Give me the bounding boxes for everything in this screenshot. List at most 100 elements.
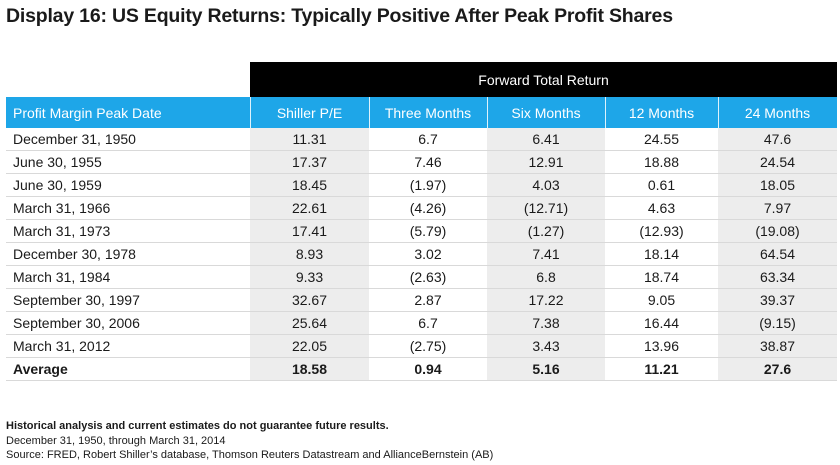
cell-12-months: 24.55 [643, 131, 680, 147]
cell-24-months: 39.37 [759, 292, 796, 308]
table-row: March 31, 1984 9.33 (2.63) 6.8 18.74 63.34 [6, 266, 837, 289]
header-divider [487, 97, 488, 128]
cell-12-months: 0.61 [647, 177, 676, 193]
cell-three-months: 7.46 [414, 154, 442, 170]
cell-three-months: (1.97) [409, 177, 447, 193]
cell-12-months: 11.21 [644, 361, 679, 377]
cell-shiller-pe: 22.61 [291, 200, 328, 216]
cell-profit-margin-peak-date: June 30, 1955 [13, 154, 102, 170]
header-divider [605, 97, 606, 128]
cell-profit-margin-peak-date: Average [13, 361, 68, 377]
cell-shiller-pe: 18.45 [291, 177, 328, 193]
cell-profit-margin-peak-date: March 31, 1966 [13, 200, 111, 216]
cell-six-months: 4.03 [532, 177, 560, 193]
cell-profit-margin-peak-date: December 31, 1950 [13, 131, 136, 147]
cell-12-months: (12.93) [639, 223, 684, 239]
cell-three-months: (2.75) [409, 338, 447, 354]
cell-profit-margin-peak-date: December 30, 1978 [13, 246, 136, 262]
cell-six-months: 12.91 [528, 154, 564, 170]
cell-three-months: (4.26) [409, 200, 447, 216]
table-row: June 30, 1955 17.37 7.46 12.91 18.88 24.54 [6, 151, 837, 174]
column-header-shiller-pe: Shiller P/E [276, 104, 343, 121]
header-divider [250, 97, 251, 128]
cell-profit-margin-peak-date: March 31, 2012 [13, 338, 111, 354]
source-note: Source: FRED, Robert Shiller’s database,… [6, 449, 494, 461]
cell-three-months: (2.63) [409, 269, 447, 285]
footer-notes: Historical analysis and current estimate… [6, 419, 493, 463]
cell-12-months: 16.44 [643, 315, 680, 331]
column-shade [718, 128, 837, 381]
table-row: December 30, 1978 8.93 3.02 7.41 18.14 64.54 [6, 243, 837, 266]
cell-shiller-pe: 17.37 [291, 154, 328, 170]
cell-six-months: (1.27) [527, 223, 565, 239]
table-row: December 31, 1950 11.31 6.7 6.41 24.55 47.6 [6, 128, 837, 151]
column-header-three-months: Three Months [384, 104, 472, 121]
column-header-24-months: 24 Months [744, 104, 811, 121]
cell-three-months: 3.02 [414, 246, 442, 262]
cell-six-months: 6.8 [536, 269, 556, 285]
returns-table: Forward Total Return Profit Margin Peak … [6, 62, 837, 381]
table-row: June 30, 1959 18.45 (1.97) 4.03 0.61 18.05 [6, 174, 837, 197]
cell-shiller-pe: 32.67 [291, 292, 328, 308]
cell-profit-margin-peak-date: March 31, 1984 [13, 269, 111, 285]
column-header-profit-margin-peak-date: Profit Margin Peak Date [13, 104, 162, 121]
table-row: September 30, 1997 32.67 2.87 17.22 9.05 39.3… [6, 289, 837, 312]
cell-12-months: 18.74 [643, 269, 680, 285]
cell-three-months: 6.7 [418, 315, 438, 331]
cell-profit-margin-peak-date: September 30, 2006 [13, 315, 140, 331]
cell-12-months: 13.96 [643, 338, 680, 354]
cell-24-months: 7.97 [763, 200, 792, 216]
table-row: September 30, 2006 25.64 6.7 7.38 16.44 (9.15… [6, 312, 837, 335]
cell-six-months: 3.43 [532, 338, 560, 354]
cell-profit-margin-peak-date: March 31, 1973 [13, 223, 111, 239]
cell-24-months: 64.54 [759, 246, 796, 262]
table-row: March 31, 2012 22.05 (2.75) 3.43 13.96 38.87 [6, 335, 837, 358]
group-header-row: Forward Total Return [6, 62, 837, 97]
cell-three-months: 2.87 [414, 292, 442, 308]
table-row: March 31, 1966 22.61 (4.26) (12.71) 4.63 7.97 [6, 197, 837, 220]
cell-24-months: 18.05 [759, 177, 796, 193]
cell-24-months: 24.54 [759, 154, 796, 170]
display-title: Display 16: US Equity Returns: Typically… [6, 5, 673, 27]
cell-six-months: 6.41 [532, 131, 560, 147]
header-divider [718, 97, 719, 128]
cell-shiller-pe: 22.05 [291, 338, 328, 354]
cell-profit-margin-peak-date: September 30, 1997 [13, 292, 140, 308]
table-body: December 31, 1950 11.31 6.7 6.41 24.55 47.6 Ju… [6, 128, 837, 381]
cell-24-months: 38.87 [759, 338, 796, 354]
cell-shiller-pe: 11.31 [292, 131, 327, 147]
cell-12-months: 18.88 [643, 154, 680, 170]
cell-shiller-pe: 9.33 [295, 269, 324, 285]
cell-24-months: 63.34 [759, 269, 796, 285]
column-shade [250, 128, 369, 381]
cell-three-months: 0.94 [414, 361, 442, 377]
forward-total-return-header: Forward Total Return [250, 62, 837, 97]
disclaimer-note: Historical analysis and current estimate… [6, 420, 389, 432]
period-note: December 31, 1950, through March 31, 201… [6, 434, 226, 447]
cell-24-months: 47.6 [763, 131, 792, 147]
column-header-six-months: Six Months [511, 104, 581, 121]
cell-three-months: 6.7 [418, 131, 438, 147]
cell-12-months: 18.14 [643, 246, 680, 262]
header-divider [369, 97, 370, 128]
cell-six-months: 17.22 [528, 292, 564, 308]
cell-shiller-pe: 17.41 [291, 223, 328, 239]
cell-shiller-pe: 8.93 [295, 246, 324, 262]
cell-24-months: 27.6 [763, 361, 792, 377]
cell-shiller-pe: 25.64 [291, 315, 328, 331]
table-row: March 31, 1973 17.41 (5.79) (1.27) (12.93) (1… [6, 220, 837, 243]
cell-six-months: 7.41 [532, 246, 560, 262]
cell-24-months: (19.08) [755, 223, 800, 239]
cell-12-months: 4.63 [647, 200, 676, 216]
cell-six-months: 7.38 [532, 315, 560, 331]
average-row: Average 18.58 0.94 5.16 11.21 27.6 [6, 358, 837, 381]
column-header-row: Profit Margin Peak Date Shiller P/E Three … [6, 97, 837, 128]
cell-12-months: 9.05 [647, 292, 676, 308]
cell-24-months: (9.15) [759, 315, 796, 331]
cell-profit-margin-peak-date: June 30, 1959 [13, 177, 102, 193]
column-shade [487, 128, 605, 381]
cell-six-months: 5.16 [532, 361, 560, 377]
cell-six-months: (12.71) [523, 200, 569, 216]
cell-shiller-pe: 18.58 [291, 361, 328, 377]
cell-three-months: (5.79) [409, 223, 447, 239]
